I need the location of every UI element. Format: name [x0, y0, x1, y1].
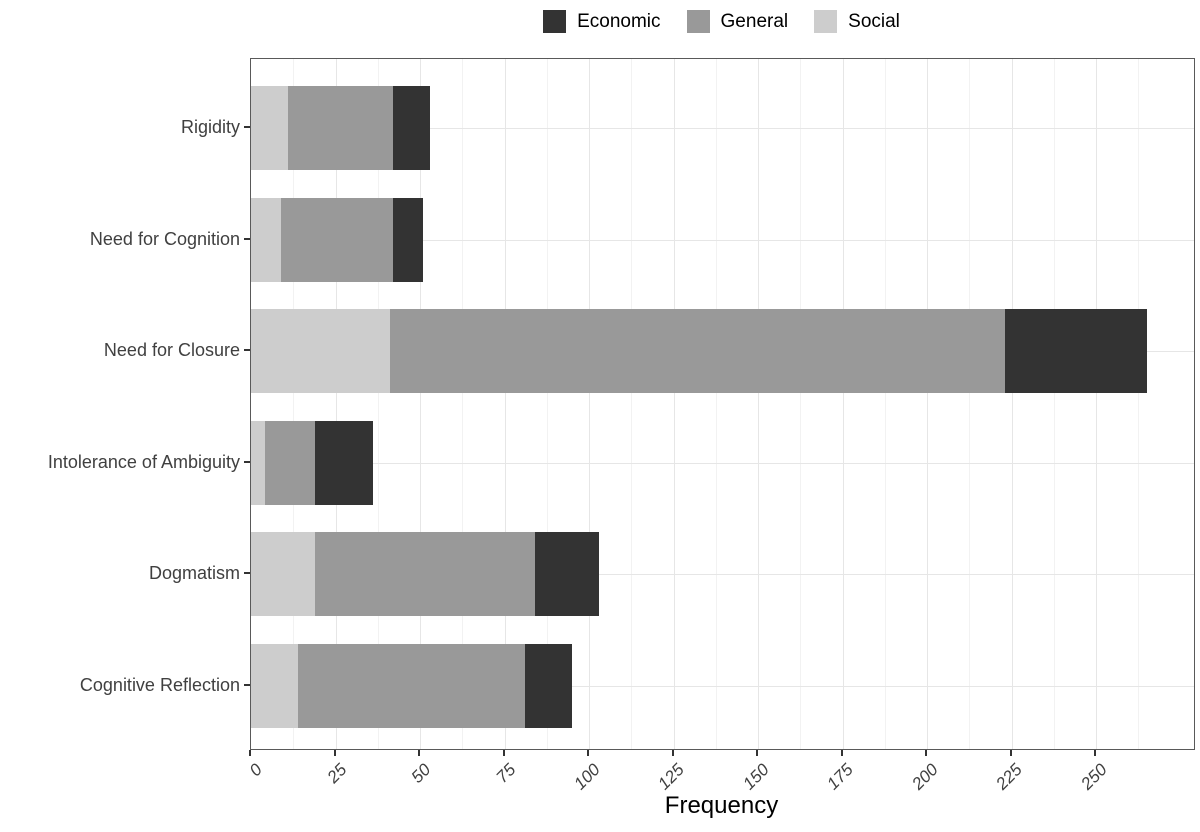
x-axis-tick: [587, 750, 589, 756]
bar-row: [251, 309, 1147, 393]
gridline-major: [927, 59, 928, 749]
bar-segment-economic: [534, 532, 600, 616]
x-axis-tick: [925, 750, 927, 756]
x-axis-tick-label: 150: [738, 760, 773, 794]
legend-key-swatch: [686, 10, 710, 33]
x-axis-tick-label: 0: [245, 760, 266, 781]
legend-label: Social: [848, 11, 900, 32]
bar-row: [251, 197, 424, 282]
gridline-minor: [293, 59, 295, 749]
x-axis-tick: [249, 750, 251, 756]
legend-key-swatch: [814, 10, 838, 33]
gridline-minor: [969, 59, 971, 749]
gridline-minor: [1138, 59, 1140, 749]
x-axis-tick-label: 75: [492, 760, 519, 787]
gridline-major: [335, 59, 337, 749]
gridline-horizontal: [251, 462, 1194, 464]
y-axis-tick: [244, 126, 250, 128]
x-axis-tick: [756, 750, 758, 756]
gridline-major: [1011, 59, 1013, 749]
bar-segment-social: [251, 86, 289, 170]
gridline-horizontal: [251, 128, 1194, 129]
gridline-major: [504, 59, 506, 749]
x-axis-tick-label: 200: [907, 760, 942, 794]
gridline-horizontal: [251, 685, 1194, 687]
bar-segment-social: [251, 532, 316, 616]
x-axis-tick: [1094, 750, 1096, 756]
legend-item-economic: Economic: [543, 10, 661, 33]
bar-segment-economic: [392, 197, 424, 282]
bar-segment-social: [251, 309, 390, 393]
x-axis-tick-label: 50: [407, 760, 435, 787]
bar-segment-general: [264, 420, 316, 505]
gridline-minor: [715, 59, 717, 749]
legend-item-social: Social: [814, 10, 900, 33]
gridline-minor: [1053, 59, 1055, 749]
legend-key-swatch: [543, 10, 567, 33]
x-axis-tick-label: 175: [823, 760, 857, 794]
gridline-major: [758, 59, 759, 749]
bar-segment-economic: [392, 86, 431, 170]
x-axis-tick: [333, 750, 336, 756]
x-axis-tick: [671, 750, 674, 756]
x-axis-tick-label: 100: [569, 760, 604, 794]
y-axis-label: Need for Closure: [103, 340, 240, 360]
bar-segment-general: [288, 86, 393, 170]
gridline-minor: [546, 59, 548, 749]
bar-segment-economic: [1004, 309, 1147, 393]
bar-row: [251, 532, 600, 616]
y-axis-label: Rigidity: [180, 117, 240, 137]
gridline-minor: [462, 59, 464, 749]
x-axis-tick: [840, 750, 843, 756]
y-axis-tick: [244, 572, 250, 574]
x-axis-tick-label: 250: [1076, 760, 1111, 794]
y-axis-label: Need for Cognition: [89, 228, 240, 249]
x-axis-tick: [1009, 750, 1012, 756]
legend: Economic General Social: [250, 10, 1193, 33]
bar-segment-economic: [524, 643, 573, 728]
gridline-horizontal: [251, 574, 1194, 575]
legend-label: General: [720, 11, 789, 32]
gridline-minor: [631, 59, 633, 749]
x-axis-tick: [502, 750, 505, 756]
gridline-major: [589, 59, 590, 749]
gridline-major: [842, 59, 844, 749]
gridline-horizontal: [251, 239, 1194, 241]
y-axis-tick: [244, 349, 250, 351]
x-axis-tick: [418, 750, 420, 756]
gridline-major: [420, 59, 421, 749]
gridline-minor: [800, 59, 802, 749]
y-axis-tick: [244, 460, 250, 463]
bar-segment-economic: [315, 420, 373, 505]
x-axis-tick-label: 125: [654, 760, 688, 794]
x-axis-tick-label: 25: [323, 760, 350, 787]
legend-item-general: General: [686, 10, 789, 33]
y-axis-label: Cognitive Reflection: [79, 674, 240, 695]
bar-row: [251, 420, 373, 505]
gridline-major: [673, 59, 675, 749]
bar-segment-general: [389, 309, 1005, 393]
gridline-minor: [377, 59, 379, 749]
x-axis-tick-label: 225: [992, 760, 1026, 794]
bar-row: [251, 643, 573, 728]
y-axis-tick: [244, 237, 250, 240]
bar-segment-social: [251, 197, 282, 282]
bar-segment-social: [251, 643, 299, 728]
x-axis-title: Frequency: [664, 792, 779, 819]
y-axis-label: Dogmatism: [148, 563, 240, 583]
legend-label: Economic: [577, 11, 661, 32]
bar-segment-social: [251, 420, 265, 505]
gridline-minor: [884, 59, 886, 749]
bar-segment-general: [281, 197, 393, 282]
y-axis-label: Intolerance of Ambiguity: [47, 451, 240, 472]
y-axis-tick: [244, 683, 250, 686]
bar-row: [251, 86, 431, 170]
gridline-major: [1096, 59, 1097, 749]
bar-segment-general: [298, 643, 525, 728]
plot-panel: [250, 58, 1195, 750]
bar-segment-general: [315, 532, 535, 616]
